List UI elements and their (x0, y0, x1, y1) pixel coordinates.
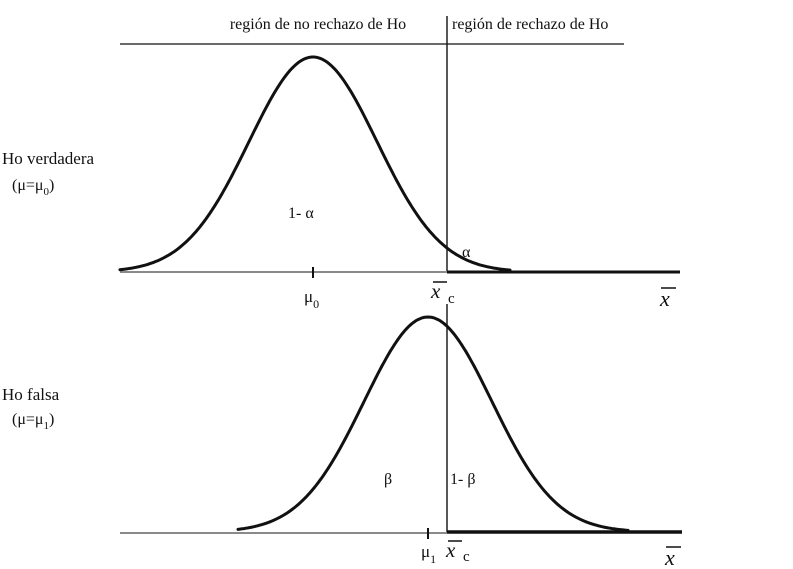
svg-text:c: c (448, 291, 455, 307)
alpha-tail-label: α (462, 244, 471, 261)
bottom-axis-variable-label: x (664, 545, 681, 569)
bottom-critical-value-label: x c (445, 538, 470, 565)
svg-text:c: c (463, 549, 470, 565)
rejection-region-label: región de rechazo de Ho (452, 16, 608, 33)
top-case-condition: (μ=μ0) (12, 177, 54, 198)
svg-text:x: x (664, 545, 675, 569)
beta-area-label: β (384, 471, 392, 488)
bottom-normal-curve (236, 315, 630, 532)
top-area-label: 1- α (288, 205, 314, 222)
top-critical-value-label: x c (430, 279, 455, 307)
bottom-case-condition: (μ=μ1) (12, 411, 54, 432)
top-case-label: Ho verdadera (2, 149, 94, 168)
bottom-mean-label: μ1 (421, 542, 436, 566)
svg-text:x: x (430, 279, 441, 303)
top-axis-variable-label: x (659, 286, 676, 311)
no-rejection-region-label: región de no rechazo de Ho (230, 16, 406, 33)
svg-text:x: x (445, 538, 456, 562)
svg-text:x: x (659, 286, 670, 311)
bottom-case-label: Ho falsa (2, 385, 60, 404)
top-normal-curve (118, 55, 512, 272)
power-area-label: 1- β (450, 471, 475, 488)
top-mean-label: μ0 (304, 287, 319, 311)
